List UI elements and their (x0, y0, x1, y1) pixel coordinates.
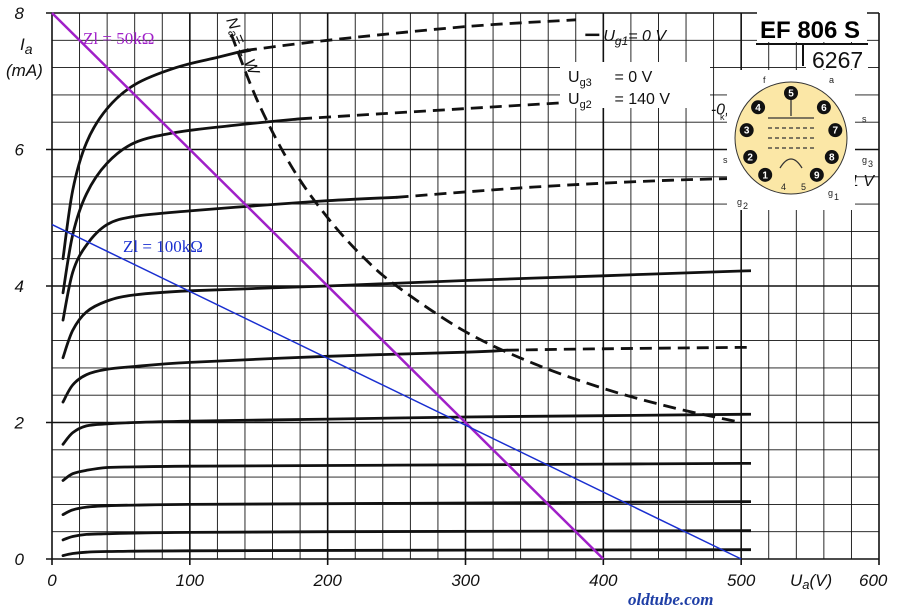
pin-tag: g (828, 188, 833, 198)
x-tick-label: 400 (589, 571, 618, 590)
curve-label-sub: g1 (615, 34, 628, 48)
subtitle-backdrop (806, 45, 868, 69)
plate-curve-2 (61, 117, 302, 295)
plate-curve-5-dashed (506, 345, 751, 352)
chart-subtitle: 6267 (812, 47, 863, 73)
curve-label-rest: = 0 V (628, 28, 667, 45)
pin-tag: k (720, 112, 725, 122)
load-line-2 (51, 223, 742, 560)
pin-tag: 1 (834, 192, 839, 202)
condition-value: = 0 V (610, 69, 653, 86)
centre-pin-number: 5 (801, 182, 806, 192)
condition-sub: g2 (580, 99, 592, 111)
pin-tag: g (737, 197, 742, 207)
x-tick-label: 200 (312, 571, 342, 590)
condition-1: Ug3 = 0 V (568, 69, 653, 89)
pin-tag: s (723, 155, 728, 165)
x-axis-label-sub: a (802, 577, 809, 592)
x-tick-label: 600 (859, 571, 888, 590)
condition-2: Ug2 = 140 V (568, 91, 670, 111)
y-tick-labels: 0 2 4 6 8 (14, 4, 25, 569)
power-dissipation-curve (229, 33, 742, 424)
pin-3 (739, 123, 754, 138)
load-line-label-50k: Zl = 50kΩ (83, 29, 154, 48)
pin-number: 8 (829, 153, 835, 164)
plate-curve-1-dashed (244, 18, 576, 52)
heater-arc (779, 158, 803, 169)
pin-4 (751, 100, 766, 115)
plate-curve-1 (61, 49, 247, 261)
plate-curve-3-dashed (396, 176, 751, 199)
plate-curve-8 (61, 500, 751, 516)
load-line-label-100k: Zl = 100kΩ (123, 237, 203, 256)
x-axis-label-main: U (790, 571, 803, 590)
curve-label-main: U (603, 28, 615, 45)
site-credit: oldtube.com (628, 590, 713, 609)
chart-title: EF 806 S (760, 17, 860, 44)
y-axis-label-main: I (20, 35, 25, 54)
pin-number: 5 (788, 89, 794, 100)
plate-curve-9 (61, 529, 751, 542)
x-tick-label: 500 (727, 571, 756, 590)
pin-number: 3 (744, 126, 750, 137)
condition-symbol: U (568, 91, 580, 108)
y-tick-label: 0 (15, 550, 25, 569)
condition-value: = 140 V (610, 91, 670, 108)
pin-6 (816, 100, 831, 115)
conditions-backdrop (560, 62, 710, 108)
y-axis-label: Ia (mA) (6, 35, 43, 80)
x-tick-labels: 0 100 200 300 400 500 600 (47, 571, 888, 590)
pin-8 (824, 150, 839, 165)
pin-tag: f (763, 75, 766, 85)
pin-number: 7 (833, 126, 839, 137)
condition-sub: g3 (580, 77, 592, 89)
power-curve-label-rest: = 1 W (229, 32, 262, 79)
plate-curve-10 (61, 548, 751, 557)
plate-curve-3 (61, 195, 398, 322)
pin-2 (743, 150, 758, 165)
power-curve-label-sub: a (225, 28, 241, 40)
pin-1 (758, 167, 773, 182)
x-tick-label: 0 (47, 571, 57, 590)
pin-number: 4 (755, 103, 761, 114)
pin-5 (784, 86, 798, 100)
pin-7 (828, 123, 843, 138)
pin-tag: g (862, 155, 867, 165)
plate-curve-4 (61, 269, 751, 360)
svg-text:Ia: Ia (20, 35, 33, 57)
y-tick-label: 4 (15, 277, 24, 296)
pin-number: 9 (814, 170, 820, 181)
centre-pin-number: 4 (781, 182, 786, 192)
plate-curve-5 (61, 348, 509, 404)
x-axis-unit: (V) (810, 571, 833, 590)
plate-curve-7 (61, 461, 751, 482)
x-tick-label: 300 (451, 571, 480, 590)
pin-tag: s (862, 114, 867, 124)
y-tick-label: 8 (15, 4, 25, 23)
y-axis-label-sub: a (25, 41, 33, 57)
power-curve-path (229, 33, 742, 424)
x-axis-label: Ua(V) (790, 571, 832, 592)
curve-label-1: Ug1= 0 V (603, 28, 667, 48)
title-backdrop (757, 12, 867, 42)
power-curve-label: Na= 1 W (220, 15, 262, 80)
load-line-1 (51, 12, 605, 560)
pin-tag: 2 (743, 201, 748, 211)
load-lines (51, 12, 742, 560)
y-tick-label: 6 (15, 141, 25, 160)
pin-tag: a (829, 75, 834, 85)
pin-tag: 3 (868, 159, 873, 169)
x-tick-label: 100 (176, 571, 205, 590)
pin-number: 6 (821, 103, 827, 114)
condition-symbol: U (568, 69, 580, 86)
pin-9 (809, 167, 824, 182)
pin-number: 1 (762, 170, 768, 181)
y-tick-label: 2 (14, 414, 25, 433)
plate-curve-6 (61, 412, 751, 446)
pin-number: 2 (747, 153, 753, 164)
y-axis-unit: (mA) (6, 61, 43, 80)
